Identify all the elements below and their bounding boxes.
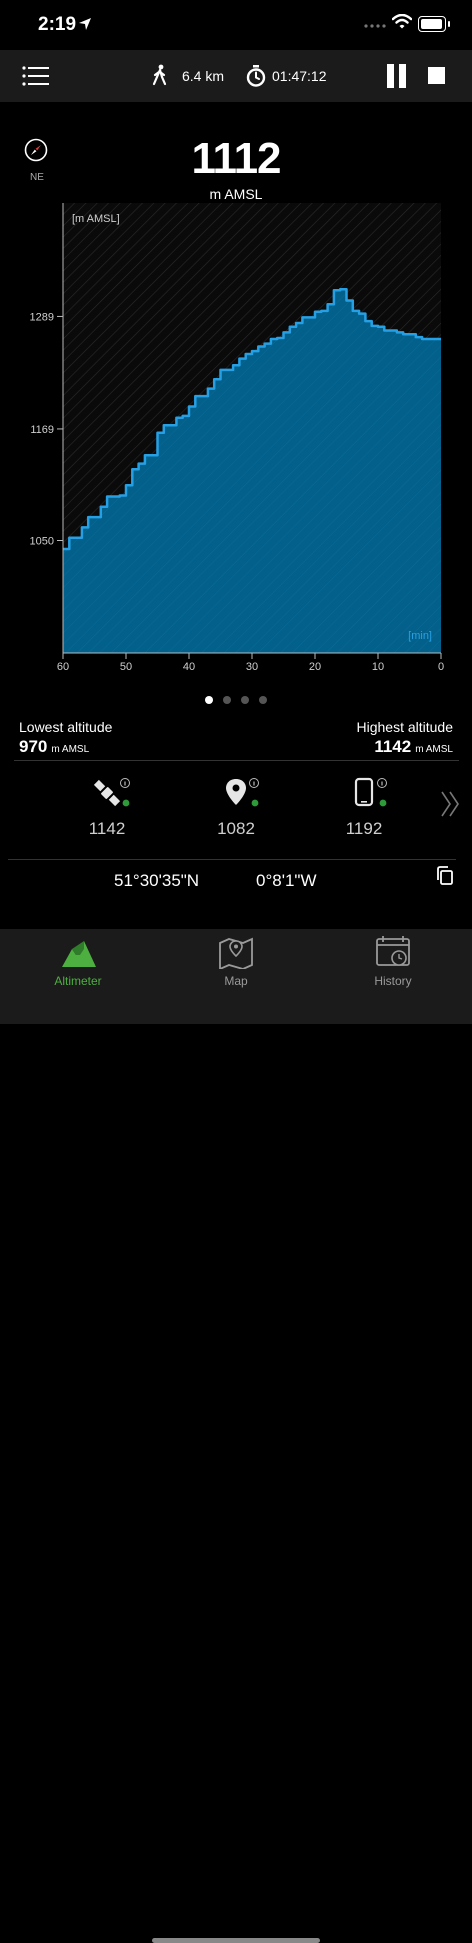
mountain-icon xyxy=(62,941,96,967)
source-location[interactable]: 1082 xyxy=(191,775,281,838)
source-phone[interactable]: 1192 xyxy=(319,775,409,838)
x-tick-label: 0 xyxy=(438,661,444,673)
status-time: 2:19 xyxy=(38,14,77,35)
current-altitude: 1112 xyxy=(191,134,281,183)
altitude-chart[interactable]: [m AMSL] 60 50 40 30 20 10 0 1289 1169 1050 [min… xyxy=(0,198,472,678)
pause-button[interactable] xyxy=(386,64,408,88)
source-gps[interactable]: 1142 xyxy=(62,775,152,838)
home-indicator xyxy=(152,1938,320,1943)
x-tick-label: 40 xyxy=(183,661,195,673)
altitude-area-texture xyxy=(63,289,441,653)
calendar-clock-icon xyxy=(376,936,410,966)
lowest-altitude-unit: m AMSL xyxy=(51,744,90,755)
pager-dot[interactable] xyxy=(259,696,267,704)
lowest-altitude-label: Lowest altitude xyxy=(19,719,113,735)
altitude-line xyxy=(63,288,441,551)
battery-icon xyxy=(418,16,450,32)
stopwatch-icon xyxy=(246,65,266,87)
tab-history[interactable]: History xyxy=(343,935,443,988)
distance-value: 6.4 km xyxy=(182,68,225,84)
tab-map-label: Map xyxy=(224,974,248,988)
menu-list-icon[interactable] xyxy=(22,66,50,86)
map-pin-icon xyxy=(226,778,259,807)
longitude: 0°8'1"W xyxy=(256,871,317,890)
x-tick-label: 10 xyxy=(372,661,384,673)
stop-button[interactable] xyxy=(428,67,445,84)
pager-dot[interactable] xyxy=(205,696,213,704)
x-tick-label: 60 xyxy=(57,661,69,673)
compass-direction: NE xyxy=(30,172,44,183)
y-tick-label: 1050 xyxy=(30,536,54,548)
pager-dot[interactable] xyxy=(241,696,249,704)
divider xyxy=(8,859,456,860)
tab-altimeter[interactable]: Altimeter xyxy=(28,935,128,988)
lowest-altitude-value: 970 m AMSL xyxy=(19,737,89,757)
latitude: 51°30'35"N xyxy=(114,871,200,890)
source-location-value: 1082 xyxy=(217,819,255,838)
tab-map[interactable]: Map xyxy=(186,935,286,988)
chart-pager[interactable] xyxy=(0,691,472,704)
divider xyxy=(14,760,459,761)
map-icon xyxy=(219,937,253,971)
chart-x-axis-label: [min] xyxy=(408,630,432,642)
highest-altitude-label: Highest altitude xyxy=(356,719,453,735)
chart-y-axis-label: [m AMSL] xyxy=(72,213,120,225)
x-tick-label: 30 xyxy=(246,661,258,673)
altitude-unit: m AMSL xyxy=(209,186,263,202)
walking-icon xyxy=(152,64,167,86)
chevron-right-double-icon[interactable] xyxy=(440,790,460,818)
status-bar: 2:19 xyxy=(0,0,472,50)
lowest-altitude-number: 970 xyxy=(19,737,48,756)
highest-altitude-value: 1142 m AMSL xyxy=(374,737,453,757)
x-tick-label: 20 xyxy=(309,661,321,673)
cellular-signal-icon xyxy=(364,24,386,28)
location-arrow-icon xyxy=(79,18,91,30)
satellite-icon xyxy=(93,778,130,807)
compass-icon xyxy=(24,138,48,162)
wifi-icon xyxy=(392,14,412,29)
x-tick-label: 50 xyxy=(120,661,132,673)
tab-altimeter-label: Altimeter xyxy=(54,974,102,988)
highest-altitude-unit: m AMSL xyxy=(415,744,453,755)
copy-icon[interactable] xyxy=(436,866,454,886)
recording-toolbar: 6.4 km 01:47:12 xyxy=(0,50,472,102)
source-gps-value: 1142 xyxy=(88,819,126,838)
highest-altitude-number: 1142 xyxy=(374,737,412,756)
tab-bar: Altimeter Map History xyxy=(0,929,472,1943)
source-phone-value: 1192 xyxy=(345,819,383,838)
y-tick-label: 1169 xyxy=(30,424,54,436)
phone-icon xyxy=(354,777,387,807)
tab-history-label: History xyxy=(374,974,412,988)
y-tick-label: 1289 xyxy=(30,311,54,323)
pager-dot[interactable] xyxy=(223,696,231,704)
elapsed-time: 01:47:12 xyxy=(272,68,327,84)
